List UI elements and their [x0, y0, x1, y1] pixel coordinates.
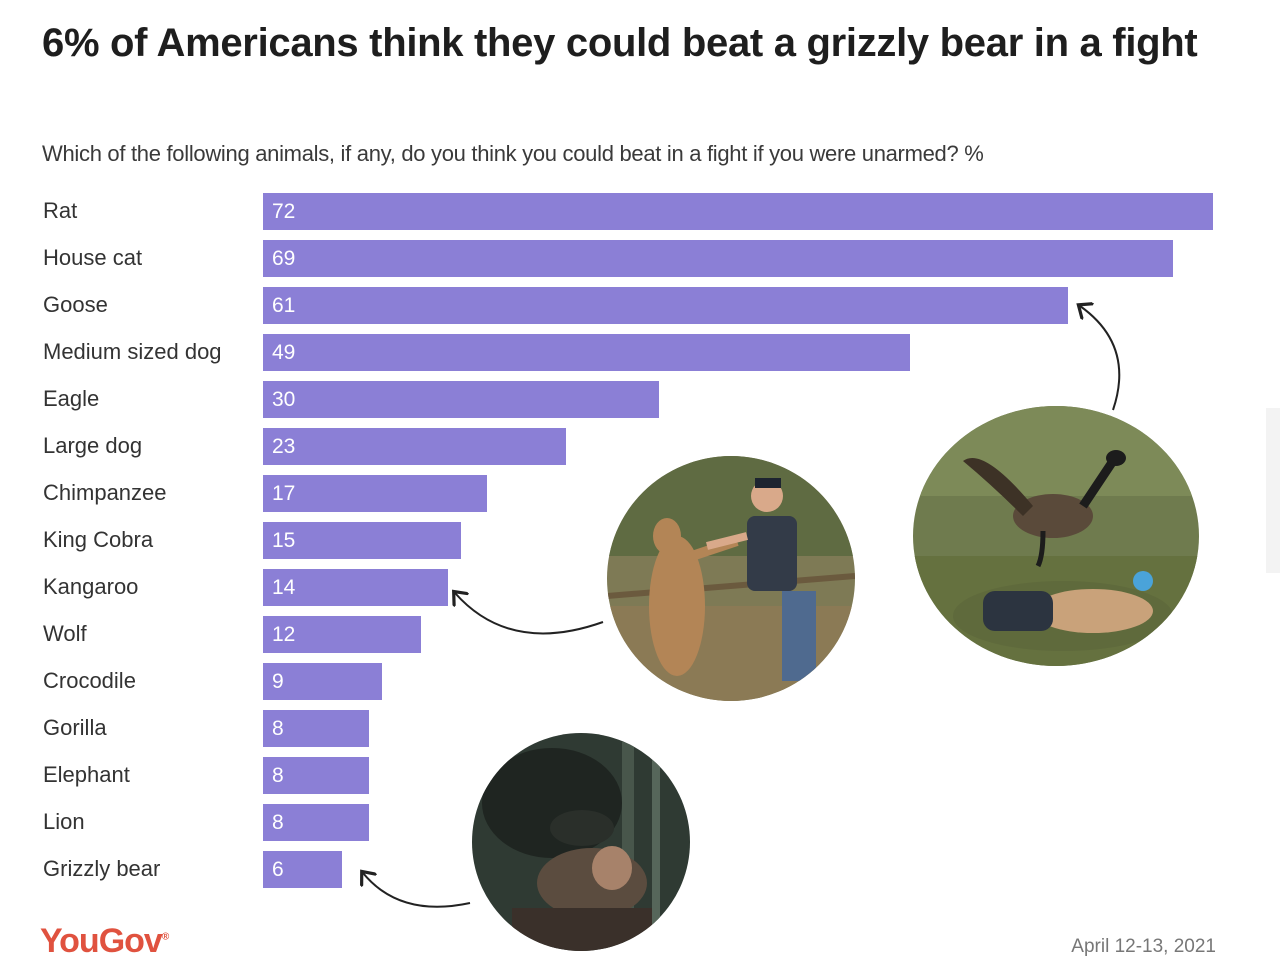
edge-scroll-tab: [1266, 408, 1280, 573]
category-label: Large dog: [43, 433, 143, 458]
bar: [263, 240, 1173, 277]
bar-value-label: 6: [272, 858, 284, 881]
page-title: 6% of Americans think they could beat a …: [42, 21, 1198, 65]
category-label: Goose: [43, 292, 108, 317]
bar: [263, 287, 1068, 324]
bar-value-label: 23: [272, 435, 296, 458]
yougov-logo: YouGov®: [40, 922, 169, 961]
registered-mark-icon: ®: [161, 931, 169, 943]
bar: [263, 616, 421, 653]
bar: [263, 381, 659, 418]
category-label: Grizzly bear: [43, 856, 161, 881]
bar: [263, 804, 369, 841]
bar: [263, 663, 382, 700]
bar: [263, 334, 910, 371]
kangaroo-fight-photo: [607, 456, 855, 701]
bar-value-label: 12: [272, 623, 296, 646]
bar-value-label: 17: [272, 482, 296, 505]
category-label: Gorilla: [43, 715, 107, 740]
chart-subtitle: Which of the following animals, if any, …: [42, 141, 984, 166]
category-label: Rat: [43, 198, 78, 223]
bar-value-label: 49: [272, 341, 296, 364]
bar: [263, 193, 1213, 230]
bar-value-label: 30: [272, 388, 296, 411]
bar-value-label: 69: [272, 247, 296, 270]
bar: [263, 757, 369, 794]
category-label: Chimpanzee: [43, 480, 167, 505]
bar: [263, 475, 487, 512]
category-label: Wolf: [43, 621, 87, 646]
bar: [263, 569, 448, 606]
category-label: King Cobra: [43, 527, 154, 552]
bar-value-label: 14: [272, 576, 296, 599]
goose-attack-photo: [913, 406, 1199, 666]
bar: [263, 522, 461, 559]
category-label: Eagle: [43, 386, 100, 411]
category-label: Kangaroo: [43, 574, 139, 599]
survey-date: April 12-13, 2021: [1071, 936, 1216, 957]
bar-value-label: 8: [272, 717, 284, 740]
bar-value-label: 9: [272, 670, 284, 693]
category-label: Lion: [43, 809, 85, 834]
bar-value-label: 15: [272, 529, 296, 552]
category-label: Medium sized dog: [43, 339, 222, 364]
bar: [263, 710, 369, 747]
category-label: Elephant: [43, 762, 130, 787]
bar-value-label: 8: [272, 764, 284, 787]
bar-value-label: 72: [272, 200, 296, 223]
category-label: House cat: [43, 245, 143, 270]
bar: [263, 851, 342, 888]
bear-attack-photo: [472, 733, 690, 951]
logo-text: YouGov: [40, 922, 163, 960]
bar-value-label: 61: [272, 294, 296, 317]
category-label: Crocodile: [43, 668, 136, 693]
bar-value-label: 8: [272, 811, 284, 834]
bar: [263, 428, 566, 465]
